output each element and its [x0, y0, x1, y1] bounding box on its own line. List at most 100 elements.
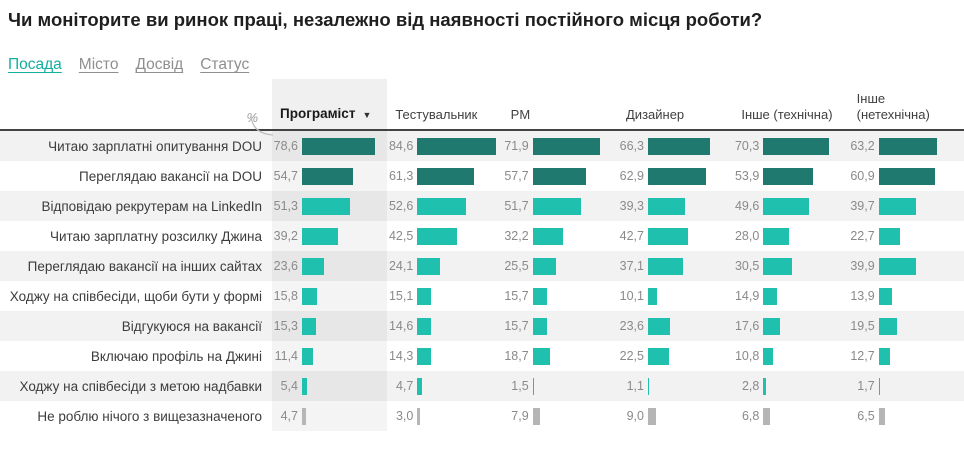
unit-corner-cell: %	[0, 79, 272, 129]
tab-posada[interactable]: Посада	[8, 56, 62, 74]
bar[interactable]	[302, 317, 317, 335]
bar[interactable]	[532, 407, 540, 425]
value-cell: 4,7	[272, 401, 388, 431]
value-cell: 23,6	[618, 311, 733, 341]
bar[interactable]	[878, 167, 936, 185]
bar[interactable]	[532, 377, 535, 395]
bar[interactable]	[763, 287, 778, 305]
bar[interactable]	[532, 317, 548, 335]
table-row: Ходжу на співбесіди, щоби бути у формі 15…	[0, 281, 964, 311]
bar[interactable]	[532, 347, 551, 365]
value-cell: 39,3	[618, 191, 733, 221]
bar[interactable]	[763, 137, 829, 155]
value-cell: 39,9	[849, 251, 964, 281]
value-cell: 1,1	[618, 371, 733, 401]
value-cell: 32,2	[503, 221, 618, 251]
bar[interactable]	[763, 347, 774, 365]
bar[interactable]	[648, 347, 669, 365]
bar[interactable]	[648, 227, 688, 245]
bar[interactable]	[763, 197, 810, 215]
value-label: 62,9	[619, 169, 644, 183]
bar[interactable]	[302, 137, 376, 155]
bar[interactable]	[763, 377, 766, 395]
value-cell: 28,0	[733, 221, 848, 251]
bar-table-chart: % Програміст ▼ Тестувальник PM Дизайнер Інше …	[0, 79, 964, 431]
value-label: 39,3	[619, 199, 644, 213]
bar[interactable]	[532, 287, 548, 305]
row-label: Відповідаю рекрутерам на LinkedIn	[41, 198, 262, 214]
value-cell: 15,8	[272, 281, 388, 311]
bar[interactable]	[648, 407, 657, 425]
column-header-pm[interactable]: PM	[503, 79, 618, 129]
bar[interactable]	[302, 377, 308, 395]
bar[interactable]	[302, 347, 313, 365]
value-cell: 54,7	[272, 161, 388, 191]
value-cell: 70,3	[733, 131, 848, 161]
bar[interactable]	[532, 227, 563, 245]
value-cell: 4,7	[387, 371, 502, 401]
bar[interactable]	[532, 197, 581, 215]
bar[interactable]	[417, 287, 432, 305]
bar[interactable]	[302, 257, 324, 275]
value-label: 70,3	[734, 139, 760, 153]
value-label: 71,9	[504, 139, 529, 153]
column-header-dyzainer[interactable]: Дизайнер	[618, 79, 733, 129]
bar[interactable]	[417, 407, 421, 425]
bar[interactable]	[417, 257, 440, 275]
bar[interactable]	[648, 377, 650, 395]
bar[interactable]	[763, 257, 792, 275]
tab-dosvid[interactable]: Досвід	[135, 56, 183, 74]
bar[interactable]	[417, 227, 457, 245]
value-label: 7,9	[511, 409, 529, 423]
bar[interactable]	[532, 137, 600, 155]
bar[interactable]	[763, 167, 814, 185]
bar[interactable]	[878, 377, 881, 395]
bar[interactable]	[302, 287, 317, 305]
bar[interactable]	[878, 407, 885, 425]
bar[interactable]	[878, 197, 916, 215]
column-header-testuvalnyk[interactable]: Тестувальник	[387, 79, 502, 129]
value-label: 3,0	[395, 409, 414, 423]
bar[interactable]	[302, 407, 307, 425]
bar[interactable]	[878, 257, 916, 275]
bar[interactable]	[878, 227, 900, 245]
bar[interactable]	[532, 257, 557, 275]
bar[interactable]	[878, 137, 938, 155]
bar[interactable]	[302, 227, 339, 245]
bar[interactable]	[417, 377, 422, 395]
bar[interactable]	[417, 197, 467, 215]
bar[interactable]	[417, 347, 431, 365]
column-header-inshe-tekhnichna[interactable]: Інше (технічна)	[733, 79, 848, 129]
bar[interactable]	[648, 167, 707, 185]
bar[interactable]	[763, 317, 780, 335]
tab-misto[interactable]: Місто	[79, 56, 119, 74]
value-label: 12,7	[850, 349, 875, 363]
chevron-down-icon[interactable]: ▼	[362, 109, 372, 120]
bar[interactable]	[302, 167, 353, 185]
value-cell: 30,5	[733, 251, 848, 281]
bar[interactable]	[648, 317, 670, 335]
tab-status[interactable]: Статус	[200, 56, 249, 74]
bar[interactable]	[417, 317, 431, 335]
bar[interactable]	[648, 137, 710, 155]
bar[interactable]	[302, 197, 350, 215]
bar[interactable]	[878, 347, 891, 365]
value-cell: 61,3	[387, 161, 502, 191]
bar[interactable]	[763, 407, 770, 425]
bar[interactable]	[417, 167, 475, 185]
bar[interactable]	[878, 287, 892, 305]
bar[interactable]	[763, 227, 790, 245]
bar[interactable]	[878, 317, 897, 335]
table-row: Читаю зарплатні опитування DOU 78,6 84,6 71…	[0, 131, 964, 161]
bar[interactable]	[417, 137, 496, 155]
bar[interactable]	[648, 197, 685, 215]
value-cell: 66,3	[618, 131, 733, 161]
bar[interactable]	[648, 287, 658, 305]
column-header-programist[interactable]: Програміст ▼	[272, 79, 388, 129]
bar[interactable]	[532, 167, 587, 185]
table-row: Відгукуюся на вакансії 15,3 14,6 15,7 23,6 17…	[0, 311, 964, 341]
column-header-inshe-netekhnichna[interactable]: Інше (нетехнічна)	[849, 79, 964, 129]
bar[interactable]	[648, 257, 683, 275]
value-label: 15,3	[273, 319, 298, 333]
value-label: 17,6	[734, 319, 760, 333]
